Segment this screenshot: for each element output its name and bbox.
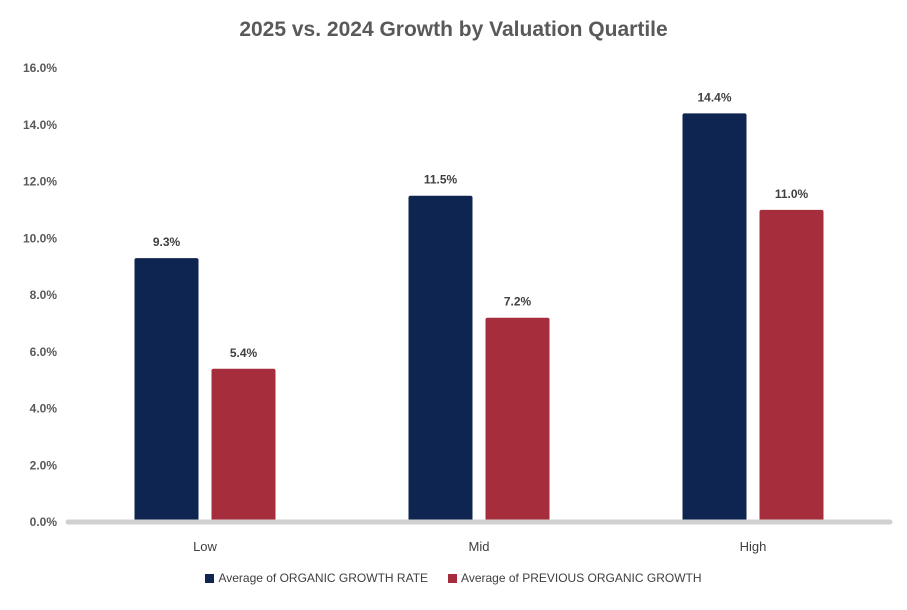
y-tick-label: 0.0% bbox=[30, 515, 58, 529]
legend-label: Average of PREVIOUS ORGANIC GROWTH bbox=[461, 571, 702, 585]
bar-mid-series-1 bbox=[408, 195, 473, 522]
y-axis: 0.0% 2.0% 4.0% 6.0% 8.0% 10.0% 12.0% 14.0% 16.0% bbox=[23, 61, 57, 529]
data-labels: 9.3% 5.4% 11.5% 7.2% 14.4% 11.0% bbox=[153, 90, 809, 359]
legend: Average of ORGANIC GROWTH RATE Average of… bbox=[0, 571, 907, 586]
legend-swatch bbox=[205, 573, 215, 583]
legend-item: Average of PREVIOUS ORGANIC GROWTH bbox=[448, 571, 702, 585]
data-label: 11.0% bbox=[775, 187, 809, 201]
y-tick-label: 8.0% bbox=[30, 288, 58, 302]
data-label: 11.5% bbox=[424, 173, 458, 187]
x-tick-label: Low bbox=[193, 539, 217, 554]
y-tick-label: 4.0% bbox=[30, 402, 58, 416]
data-label: 14.4% bbox=[697, 90, 731, 104]
y-tick-label: 14.0% bbox=[23, 118, 57, 132]
bar-high-series-1 bbox=[682, 113, 747, 523]
y-tick-label: 2.0% bbox=[30, 458, 58, 472]
y-tick-label: 6.0% bbox=[30, 345, 58, 359]
bar-low-series-2 bbox=[211, 368, 276, 522]
data-label: 7.2% bbox=[504, 295, 532, 309]
x-tick-label: High bbox=[740, 539, 767, 554]
bar-high-series-2 bbox=[759, 209, 824, 522]
bar-low-series-1 bbox=[134, 258, 199, 522]
bar-mid-series-2 bbox=[485, 317, 550, 522]
data-label: 9.3% bbox=[153, 235, 181, 249]
x-tick-label: Mid bbox=[469, 539, 490, 554]
legend-item: Average of ORGANIC GROWTH RATE bbox=[205, 571, 428, 585]
bar-group bbox=[134, 113, 824, 523]
y-tick-label: 16.0% bbox=[23, 61, 57, 75]
y-tick-label: 12.0% bbox=[23, 175, 57, 189]
data-label: 5.4% bbox=[230, 346, 258, 360]
legend-label: Average of ORGANIC GROWTH RATE bbox=[218, 571, 429, 585]
chart-title: 2025 vs. 2024 Growth by Valuation Quarti… bbox=[239, 18, 668, 41]
y-tick-label: 10.0% bbox=[23, 231, 57, 245]
category-labels: Low Mid High bbox=[193, 539, 766, 554]
legend-swatch bbox=[448, 573, 458, 583]
